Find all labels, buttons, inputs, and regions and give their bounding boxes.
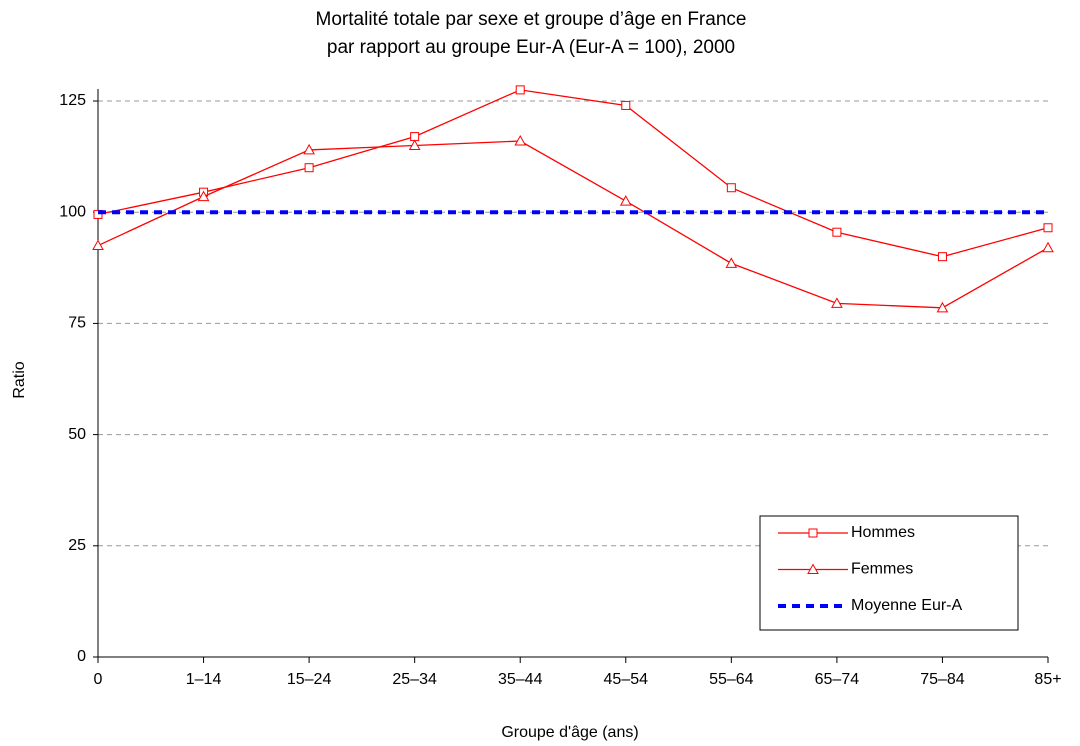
y-tick-label: 75 bbox=[68, 315, 86, 332]
x-tick-label: 1–14 bbox=[186, 671, 222, 688]
marker bbox=[725, 257, 738, 268]
x-tick-label: 35–44 bbox=[498, 671, 543, 688]
x-tick-label: 55–64 bbox=[709, 671, 754, 688]
marker bbox=[937, 252, 947, 262]
marker bbox=[621, 100, 631, 110]
legend-box bbox=[759, 515, 1019, 631]
x-tick-label: 0 bbox=[94, 671, 103, 688]
legend-label: Moyenne Eur-A bbox=[851, 597, 962, 614]
marker bbox=[515, 85, 525, 95]
y-tick-label: 0 bbox=[77, 648, 86, 665]
series-line bbox=[97, 89, 1049, 258]
x-tick-label: 65–74 bbox=[815, 671, 860, 688]
chart-title: Mortalité totale par sexe et groupe d’âg… bbox=[316, 9, 747, 30]
legend-label: Femmes bbox=[851, 561, 913, 578]
x-tick-label: 15–24 bbox=[287, 671, 332, 688]
y-tick-label: 50 bbox=[68, 426, 86, 443]
marker bbox=[304, 163, 314, 173]
marker bbox=[408, 139, 421, 150]
marker bbox=[936, 301, 949, 313]
x-tick-label: 85+ bbox=[1034, 671, 1061, 688]
marker bbox=[832, 227, 842, 237]
marker bbox=[726, 183, 736, 193]
legend-marker bbox=[808, 528, 818, 538]
x-axis-title: Groupe d'âge (ans) bbox=[501, 724, 638, 741]
y-axis-title: Ratio bbox=[11, 361, 28, 398]
x-tick-label: 25–34 bbox=[392, 671, 437, 688]
x-tick-label: 45–54 bbox=[604, 671, 649, 688]
marker bbox=[410, 132, 420, 142]
marker bbox=[92, 239, 104, 251]
x-tick-label: 75–84 bbox=[920, 671, 965, 688]
y-tick-label: 100 bbox=[59, 203, 86, 220]
y-tick-label: 125 bbox=[59, 92, 86, 109]
legend-marker bbox=[807, 563, 819, 574]
marker bbox=[1043, 223, 1053, 233]
marker bbox=[514, 135, 527, 146]
y-tick-label: 25 bbox=[68, 537, 86, 554]
series-line bbox=[97, 140, 1049, 309]
marker bbox=[303, 143, 315, 155]
legend-label: Hommes bbox=[851, 524, 915, 541]
marker bbox=[831, 297, 843, 308]
marker bbox=[619, 195, 632, 206]
marker bbox=[197, 190, 210, 202]
marker bbox=[1042, 241, 1054, 253]
chart-title: par rapport au groupe Eur-A (Eur-A = 100… bbox=[327, 37, 735, 58]
